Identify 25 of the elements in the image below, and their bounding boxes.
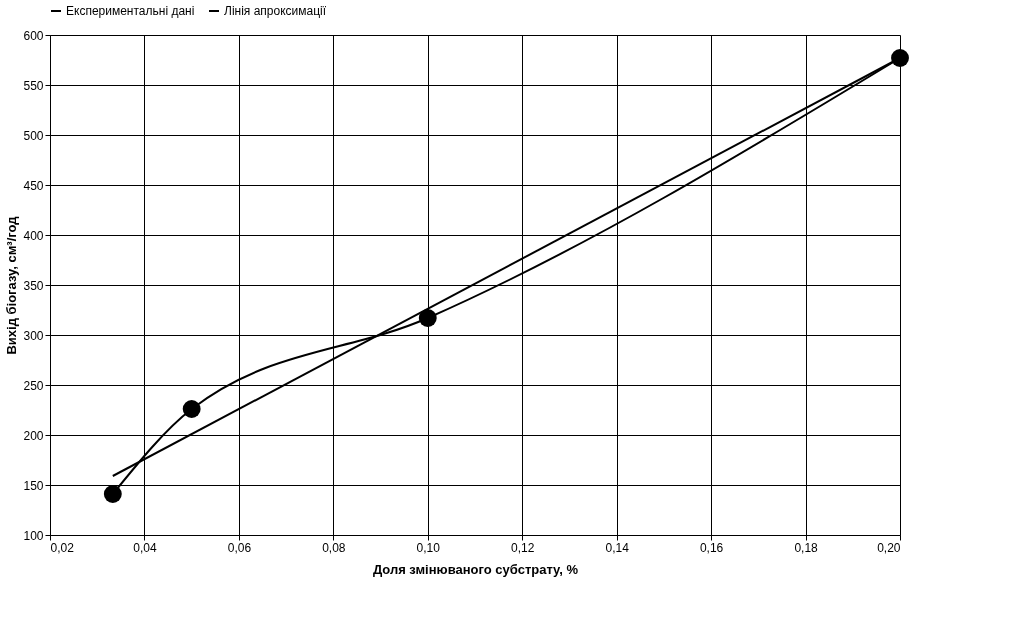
x-tick-label: 0,04 <box>133 540 157 555</box>
x-tick-label: 0,10 <box>416 540 441 555</box>
y-tick-label: 550 <box>23 78 44 93</box>
y-tick-label: 100 <box>23 528 44 543</box>
x-tick-label: 0,16 <box>699 540 724 555</box>
x-axis-title: Доля змінюваного субстрату, % <box>372 561 579 577</box>
x-tick-label: 0,18 <box>794 540 819 555</box>
legend-label: Лінія апроксимації <box>224 4 327 18</box>
y-tick-label: 150 <box>23 478 44 493</box>
x-tick-label: 0,08 <box>322 540 346 555</box>
y-tick-label: 600 <box>23 28 44 43</box>
x-tick-label: 0,12 <box>511 540 535 555</box>
y-tick-label: 500 <box>23 128 44 143</box>
y-tick-label: 350 <box>23 278 44 293</box>
y-axis-title: Вихід біогазу, см³/год <box>4 215 20 355</box>
legend-label: Експериментальні дані <box>66 4 195 18</box>
y-tick-label: 200 <box>23 428 44 443</box>
x-tick-label: 0,06 <box>227 540 252 555</box>
y-tick-label: 300 <box>23 328 44 343</box>
y-tick-label: 400 <box>23 228 44 243</box>
y-tick-label: 250 <box>23 378 44 393</box>
x-tick-label: 0,02 <box>50 540 75 555</box>
y-tick-label: 450 <box>23 178 44 193</box>
x-tick-label: 0,20 <box>877 540 901 555</box>
x-tick-label: 0,14 <box>605 540 630 555</box>
